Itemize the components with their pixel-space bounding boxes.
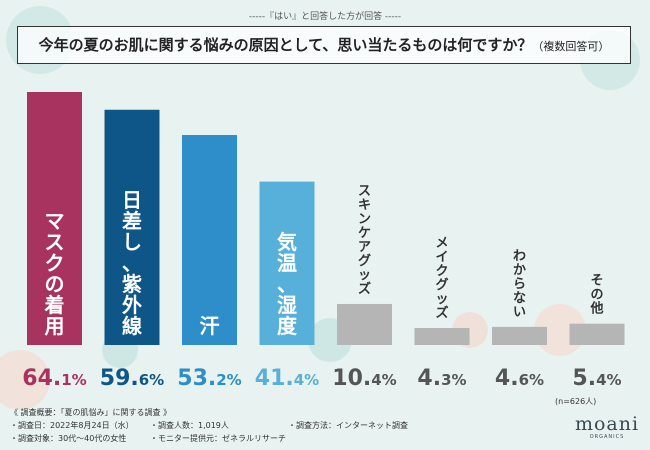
survey-count: ・調査人数：1,019人 [150,421,229,430]
category-label-char: 日 [122,188,142,212]
category-label-char: 紫 [122,272,142,296]
value-label: 53.2% [177,366,241,391]
bar [104,109,160,345]
category-label-char: 線 [122,314,142,338]
category-label-char: ケ [358,226,371,241]
value-label: 59.6% [100,366,164,391]
category-label-char: イ [435,250,448,265]
category-label-char: ズ [358,281,371,297]
category-label-char: ス [45,230,65,254]
category-label-char: 、 [122,251,142,275]
category-label-char: そ [590,274,603,289]
survey-date: ・調査日：2022年8月24日（水） [10,421,134,430]
value-label: 4.6% [495,366,544,391]
category-label-char: グ [358,253,371,269]
brand-sub: ORGANICS [589,434,625,440]
category-label-char: 湿 [277,293,297,317]
survey-target: ・調査対象：30代〜40代の女性 [10,434,127,443]
category-label-char: ズ [435,305,448,321]
category-label: 日差し、紫外線 [122,188,142,338]
category-label-char: 着 [44,293,65,317]
category-label-char: 度 [277,314,298,338]
category-label-char: 外 [122,293,142,317]
category-label-char: な [513,291,526,306]
bar [337,303,392,345]
sample-size: (n=626人) [555,397,597,406]
category-label-char: ア [358,240,371,255]
survey-method: ・調査方法：インターネット調査 [288,421,408,430]
background-coral-shape [0,350,50,410]
chart-question-note: （複数回答可） [532,40,610,53]
category-label-char: し [122,230,142,254]
category-label-char: 気 [277,230,297,254]
category-label-char: 他 [589,301,603,317]
bar [492,326,547,345]
value-label: 5.4% [572,366,621,391]
survey-overview: 《 調査概要：「夏の肌悩み」に関する調査 》 [10,408,172,417]
category-label-char: キ [358,198,371,213]
bar [569,323,625,345]
category-label-char: グ [435,277,448,293]
category-label: 汗 [200,314,220,338]
bar [414,328,470,345]
category-label-char: い [513,305,526,320]
category-label-char: 温 [277,251,297,275]
category-label-char: メ [435,236,448,251]
category-label-char: ク [45,251,65,275]
brand-logo: moani ORGANICS [572,414,642,440]
category-label-char: ン [358,212,371,227]
bar [259,181,315,345]
category-label-char: わ [513,249,526,264]
value-label: 10.4% [332,366,396,391]
brand-name: moani [574,413,640,435]
bar [27,92,82,345]
category-label-char: 用 [45,314,65,338]
chart-title: 今年の夏のお肌に関する悩みの原因として、思い当たるものは何ですか？（複数回答可） [17,26,631,64]
category-label-char: 、 [277,272,297,296]
category-label-char: の [590,288,603,303]
category-label-char: 汗 [200,314,220,338]
category-label-char: マ [45,209,65,233]
category-label-char: ッ [435,292,448,307]
bar [182,135,237,345]
category-label-char: の [45,272,65,296]
category-label: その他 [589,274,603,317]
category-label-char: か [513,263,526,278]
category-label-char: 差 [122,209,142,233]
value-label: 41.4% [255,366,319,391]
value-label: 4.3% [417,366,466,391]
chart-question: 今年の夏のお肌に関する悩みの原因として、思い当たるものは何ですか？ [38,36,533,54]
category-label-char: ス [358,184,371,199]
chart-subtitle: -----『はい』と回答した方が回答 ----- [248,12,402,22]
category-label: 気温、湿度 [277,230,298,338]
value-label: 64.1% [22,366,86,391]
category-label-char: ッ [358,268,371,283]
category-label-char: ら [513,277,526,292]
category-label-char: ク [435,264,448,279]
survey-provider: ・モニター提供元：ゼネラルリサーチ [150,434,286,443]
